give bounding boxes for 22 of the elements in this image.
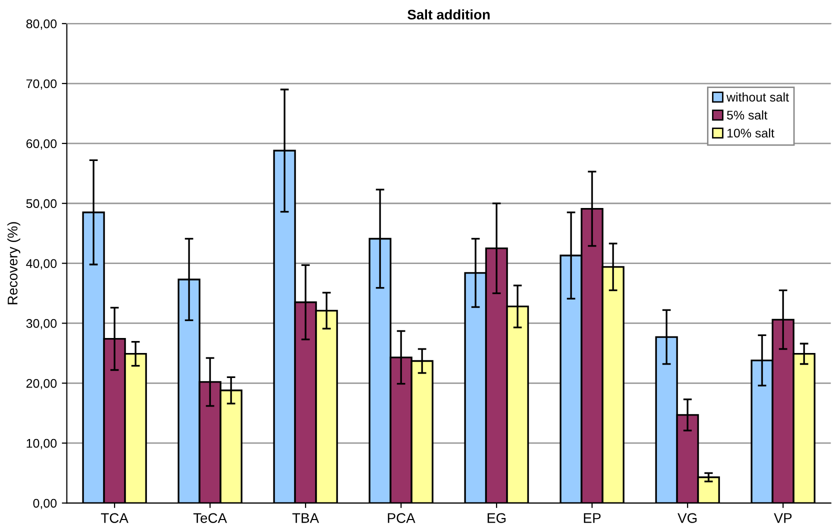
x-tick-label: PCA <box>388 513 416 523</box>
y-axis-title: Recovery (%) <box>7 222 20 304</box>
y-tick-label: 0,00 <box>33 498 57 510</box>
legend-label: 10% salt <box>727 128 774 138</box>
x-tick-label: EG <box>488 513 506 523</box>
y-tick-label: 10,00 <box>26 438 57 450</box>
y-tick-label: 30,00 <box>26 319 57 330</box>
chart-title: Salt addition <box>408 9 490 20</box>
x-tick-label: TBA <box>292 513 320 523</box>
x-tick-label: VP <box>774 513 792 523</box>
y-tick-label: 40,00 <box>26 259 57 270</box>
x-tick-label: VG <box>678 513 697 523</box>
y-tick-label: 60,00 <box>26 139 57 150</box>
legend-label: without salt <box>726 92 789 102</box>
y-tick-label: 70,00 <box>26 79 57 90</box>
legend-label: 5% salt <box>726 110 768 120</box>
x-tick-label: TeCA <box>193 513 228 523</box>
y-tick-label: 20,00 <box>26 378 57 390</box>
x-tick-label: EP <box>584 513 601 523</box>
y-tick-label: 80,00 <box>26 19 57 30</box>
x-tick-label: TCA <box>100 513 128 523</box>
y-tick-label: 50,00 <box>26 199 57 210</box>
